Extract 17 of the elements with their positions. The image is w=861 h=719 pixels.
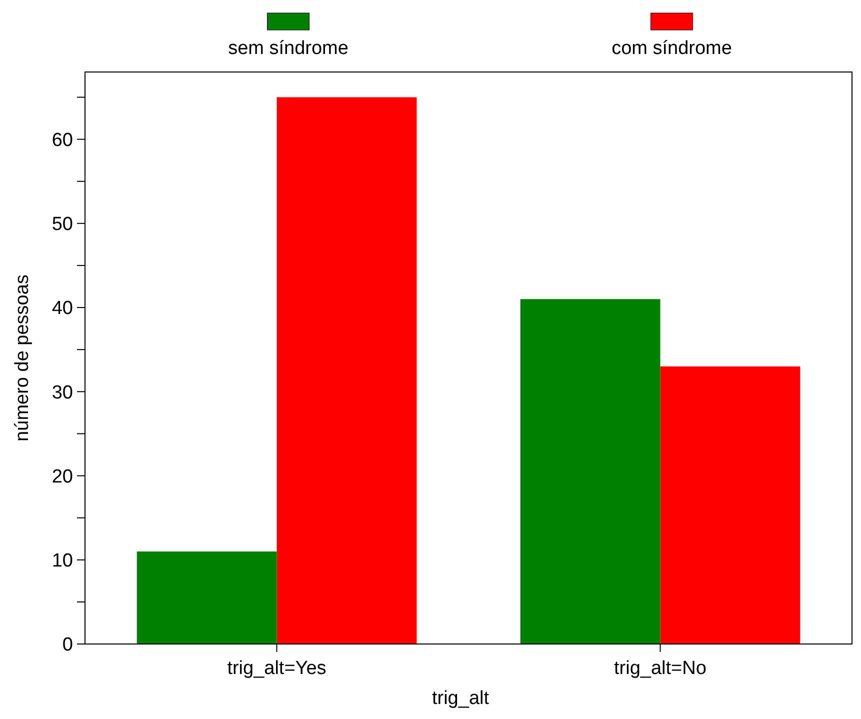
bar <box>520 299 660 644</box>
y-tick-label: 10 <box>52 550 73 572</box>
x-tick-label: trig_alt=No <box>614 658 706 679</box>
legend-label: com síndrome <box>612 38 732 59</box>
bar <box>276 97 417 644</box>
y-tick-label: 50 <box>52 214 73 236</box>
legend-label: sem síndrome <box>228 38 348 59</box>
x-tick-label: trig_alt=Yes <box>227 658 326 679</box>
bar <box>136 551 277 644</box>
y-tick-label: 60 <box>52 130 73 151</box>
y-tick-label: 30 <box>52 382 73 404</box>
y-tick-label: 20 <box>52 466 73 488</box>
y-tick-label: 0 <box>62 634 73 656</box>
y-axis-title: número de pessoas <box>12 274 33 442</box>
bar <box>660 366 800 644</box>
x-axis-title: trig_alt <box>432 688 490 709</box>
y-tick-label: 40 <box>52 298 73 320</box>
